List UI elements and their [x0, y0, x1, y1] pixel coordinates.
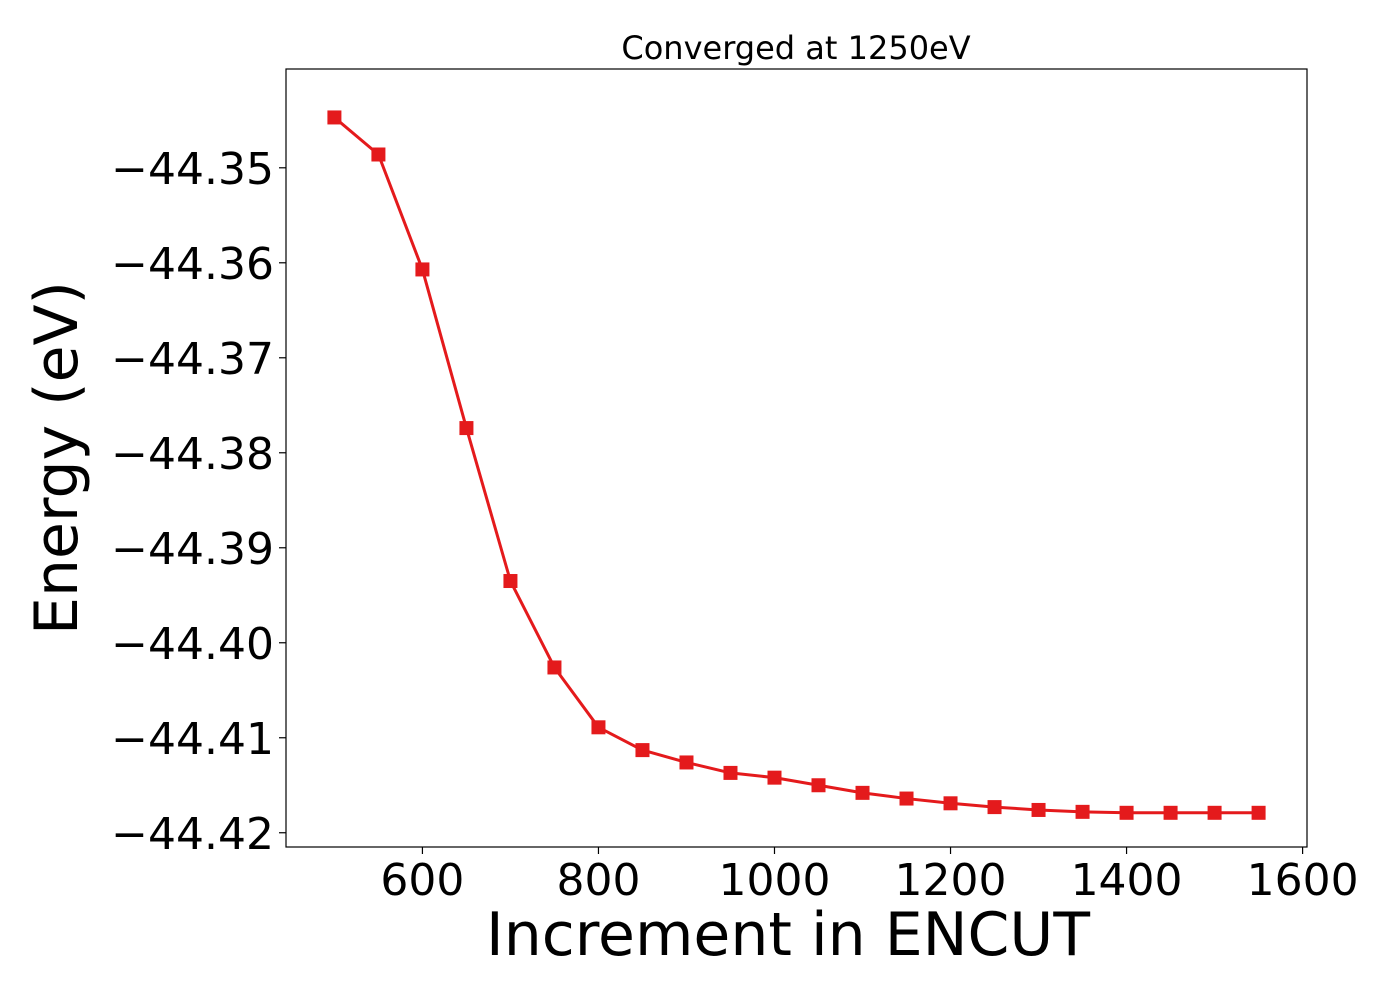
data-point-marker: [459, 421, 474, 436]
data-point-marker: [899, 791, 914, 806]
data-point-marker: [503, 574, 518, 589]
data-point-marker: [547, 660, 562, 675]
y-tick-label: −44.39: [111, 524, 274, 575]
data-point-marker: [415, 262, 430, 277]
data-point-marker: [1031, 802, 1046, 817]
x-tick-label: 1000: [719, 855, 831, 906]
y-axis-label: Energy (eV): [22, 281, 92, 635]
y-tick-label: −44.36: [111, 239, 274, 290]
y-tick-label: −44.35: [111, 144, 274, 195]
series-layer: [327, 110, 1266, 820]
data-point-marker: [371, 147, 386, 162]
data-point-marker: [635, 743, 650, 758]
y-tick-label: −44.37: [111, 334, 274, 385]
data-point-marker: [943, 796, 958, 811]
data-point-marker: [767, 770, 782, 785]
y-tick-label: −44.40: [111, 619, 274, 670]
data-point-marker: [811, 778, 826, 793]
data-point-marker: [591, 720, 606, 735]
data-point-marker: [1163, 805, 1178, 820]
x-tick-label: 800: [556, 855, 640, 906]
x-tick-label: 600: [380, 855, 464, 906]
y-axis-ticks: −44.35 −44.36 −44.37 −44.38 −44.39 −44.40 −44.…: [111, 144, 286, 860]
x-axis-label: Increment in ENCUT: [486, 900, 1090, 970]
data-point-marker: [987, 800, 1002, 815]
x-axis-ticks: 600 800 1000 1200 1400 1600: [380, 847, 1359, 906]
y-tick-label: −44.42: [111, 809, 274, 860]
data-point-marker: [723, 765, 738, 780]
y-tick-label: −44.41: [111, 714, 274, 765]
plot-frame: [285, 68, 1308, 848]
x-tick-label: 1600: [1247, 855, 1359, 906]
data-point-marker: [1119, 805, 1134, 820]
x-tick-label: 1200: [895, 855, 1007, 906]
data-point-marker: [327, 110, 342, 125]
data-point-marker: [1251, 805, 1266, 820]
chart-title: Converged at 1250eV: [621, 29, 970, 67]
plot-area: [285, 68, 1308, 848]
data-point-marker: [679, 755, 694, 770]
series-line: [333, 116, 1259, 815]
data-point-marker: [1075, 804, 1090, 819]
data-point-marker: [855, 785, 870, 800]
data-point-marker: [1207, 805, 1222, 820]
x-tick-label: 1400: [1071, 855, 1183, 906]
y-tick-label: −44.38: [111, 429, 274, 480]
